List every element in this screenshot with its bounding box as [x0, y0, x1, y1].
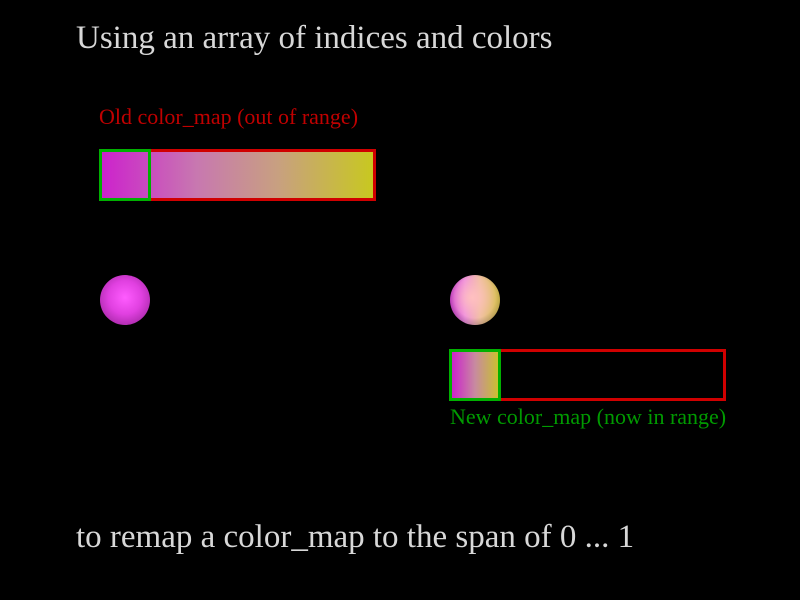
new-color-map-label: New color_map (now in range)	[450, 404, 727, 429]
old-map-sphere	[100, 275, 150, 325]
old-color-map-label: Old color_map (out of range)	[99, 104, 359, 129]
new-map-sphere	[450, 275, 500, 325]
footer-caption: to remap a color_map to the span of 0 ..…	[76, 519, 635, 555]
title: Using an array of indices and colors	[76, 20, 553, 56]
old-range-outline	[99, 149, 151, 201]
new-color-map-bar	[449, 349, 501, 401]
old-color-map-bar	[99, 149, 376, 201]
